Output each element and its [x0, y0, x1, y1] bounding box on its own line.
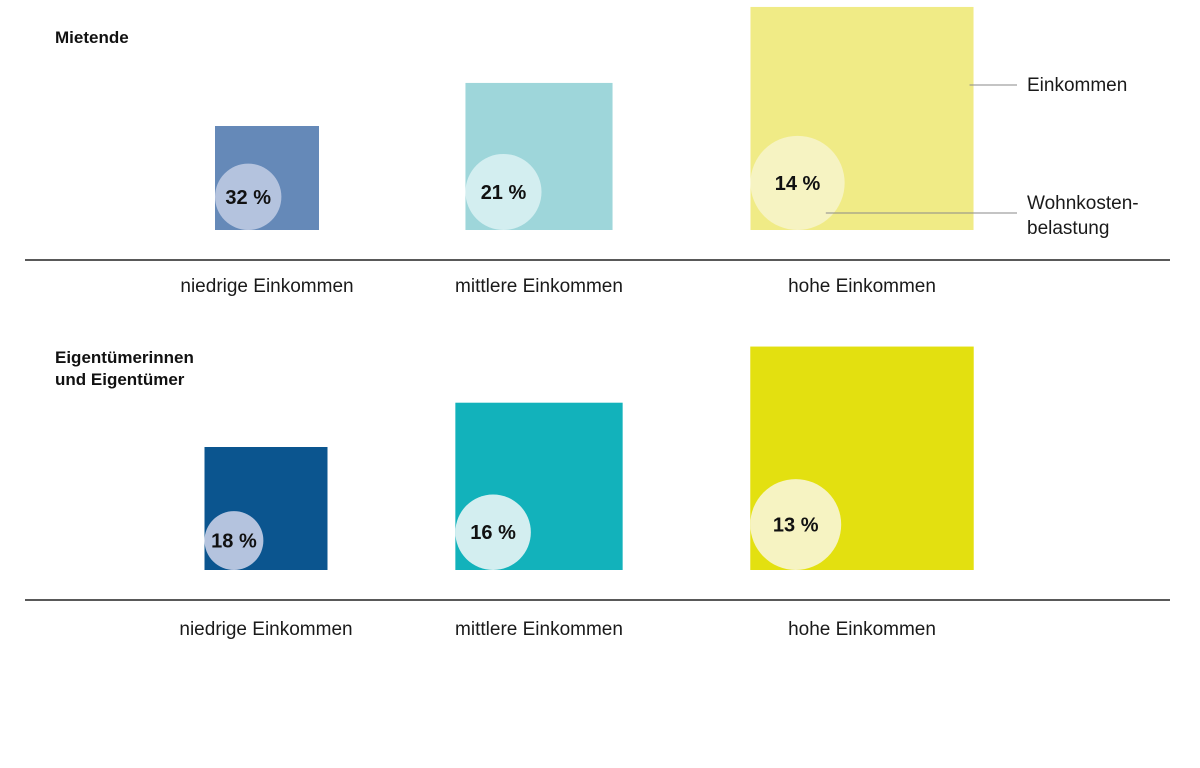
housing-cost-circle: [750, 135, 845, 230]
housing-cost-circle: [465, 153, 542, 230]
housing-cost-circle: [215, 163, 282, 230]
value-label: 18 %: [211, 531, 257, 553]
category-label: mittlere Einkommen: [455, 619, 623, 640]
value-label: 32 %: [225, 187, 271, 209]
value-label: 21 %: [481, 182, 527, 204]
legend-label-housing-cost-line2: belastung: [1027, 218, 1109, 239]
category-label: hohe Einkommen: [788, 276, 936, 297]
category-label: niedrige Einkommen: [179, 619, 352, 640]
value-label: 14 %: [775, 173, 821, 195]
category-label: hohe Einkommen: [788, 619, 936, 640]
value-label: 16 %: [470, 522, 516, 544]
category-label: niedrige Einkommen: [180, 276, 353, 297]
value-label: 13 %: [773, 515, 819, 537]
legend-label-income: Einkommen: [1027, 75, 1127, 96]
housing-cost-circle: [204, 511, 264, 570]
housing-cost-circle: [455, 494, 531, 570]
group-title-eigentuemer: Eigentümerinnen und Eigentümer: [55, 348, 194, 389]
group-title-mietende: Mietende: [55, 28, 129, 47]
legend-label-housing-cost-line1: Wohnkosten-: [1027, 193, 1139, 214]
category-label: mittlere Einkommen: [455, 276, 623, 297]
housing-cost-circle: [750, 479, 842, 570]
